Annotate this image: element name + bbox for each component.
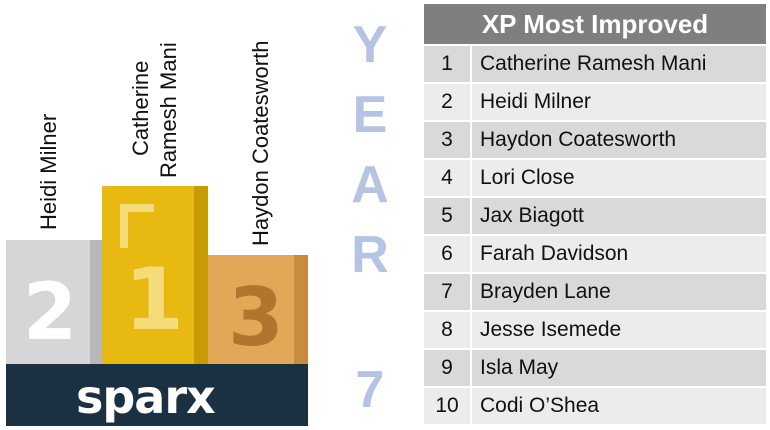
table-row: 3 Haydon Coatesworth bbox=[424, 122, 766, 158]
sparx-logo-bar: sparx bbox=[6, 364, 308, 426]
rank-cell: 2 bbox=[424, 84, 470, 120]
rank-cell: 7 bbox=[424, 274, 470, 310]
table-row: 2 Heidi Milner bbox=[424, 84, 766, 120]
name-cell: Lori Close bbox=[472, 160, 766, 196]
name-cell: Codi O’Shea bbox=[472, 388, 766, 424]
table-row: 6 Farah Davidson bbox=[424, 236, 766, 272]
first-place-block: 1 bbox=[102, 186, 208, 364]
rank-cell: 3 bbox=[424, 122, 470, 158]
table-row: 5 Jax Biagott bbox=[424, 198, 766, 234]
year-label: Y E A R bbox=[340, 10, 400, 290]
table-row: 7 Brayden Lane bbox=[424, 274, 766, 310]
podium: Heidi Milner Catherine Ramesh Mani Haydo… bbox=[0, 0, 320, 430]
year-letter: A bbox=[351, 156, 389, 214]
third-place-block: 3 bbox=[208, 255, 308, 364]
name-cell: Jax Biagott bbox=[472, 198, 766, 234]
name-cell: Brayden Lane bbox=[472, 274, 766, 310]
name-cell: Haydon Coatesworth bbox=[472, 122, 766, 158]
bracket-decoration bbox=[120, 204, 154, 248]
year-letter: R bbox=[351, 226, 389, 284]
rank-cell: 1 bbox=[424, 46, 470, 82]
block-shade bbox=[294, 255, 308, 364]
table-row: 4 Lori Close bbox=[424, 160, 766, 196]
name-cell: Isla May bbox=[472, 350, 766, 386]
year-letter: Y bbox=[352, 16, 388, 74]
rank-cell: 8 bbox=[424, 312, 470, 348]
rank-cell: 5 bbox=[424, 198, 470, 234]
name-cell: Heidi Milner bbox=[472, 84, 766, 120]
first-place-number: 1 bbox=[124, 250, 184, 350]
rank-cell: 10 bbox=[424, 388, 470, 424]
leaderboard-table: XP Most Improved 1 Catherine Ramesh Mani… bbox=[424, 4, 766, 424]
third-place-name: Haydon Coatesworth bbox=[248, 40, 273, 246]
rank-cell: 6 bbox=[424, 236, 470, 272]
sparx-logo: sparx bbox=[76, 370, 216, 424]
year-letter: E bbox=[352, 86, 388, 144]
name-cell: Catherine Ramesh Mani bbox=[472, 46, 766, 82]
name-cell: Farah Davidson bbox=[472, 236, 766, 272]
table-row: 9 Isla May bbox=[424, 350, 766, 386]
second-place-block: 2 bbox=[6, 240, 102, 364]
table-title: XP Most Improved bbox=[424, 4, 766, 44]
table-row: 10 Codi O’Shea bbox=[424, 388, 766, 424]
second-place-number: 2 bbox=[22, 268, 78, 358]
rank-cell: 4 bbox=[424, 160, 470, 196]
first-place-name-line2: Ramesh Mani bbox=[156, 42, 181, 178]
block-shade bbox=[194, 186, 208, 364]
year-number: 7 bbox=[355, 361, 385, 419]
first-place-name-line1: Catherine bbox=[128, 60, 153, 156]
third-place-number: 3 bbox=[228, 271, 284, 364]
table-row: 1 Catherine Ramesh Mani bbox=[424, 46, 766, 82]
second-place-name: Heidi Milner bbox=[36, 113, 61, 230]
table-row: 8 Jesse Isemede bbox=[424, 312, 766, 348]
name-cell: Jesse Isemede bbox=[472, 312, 766, 348]
rank-cell: 9 bbox=[424, 350, 470, 386]
block-shade bbox=[90, 240, 102, 364]
